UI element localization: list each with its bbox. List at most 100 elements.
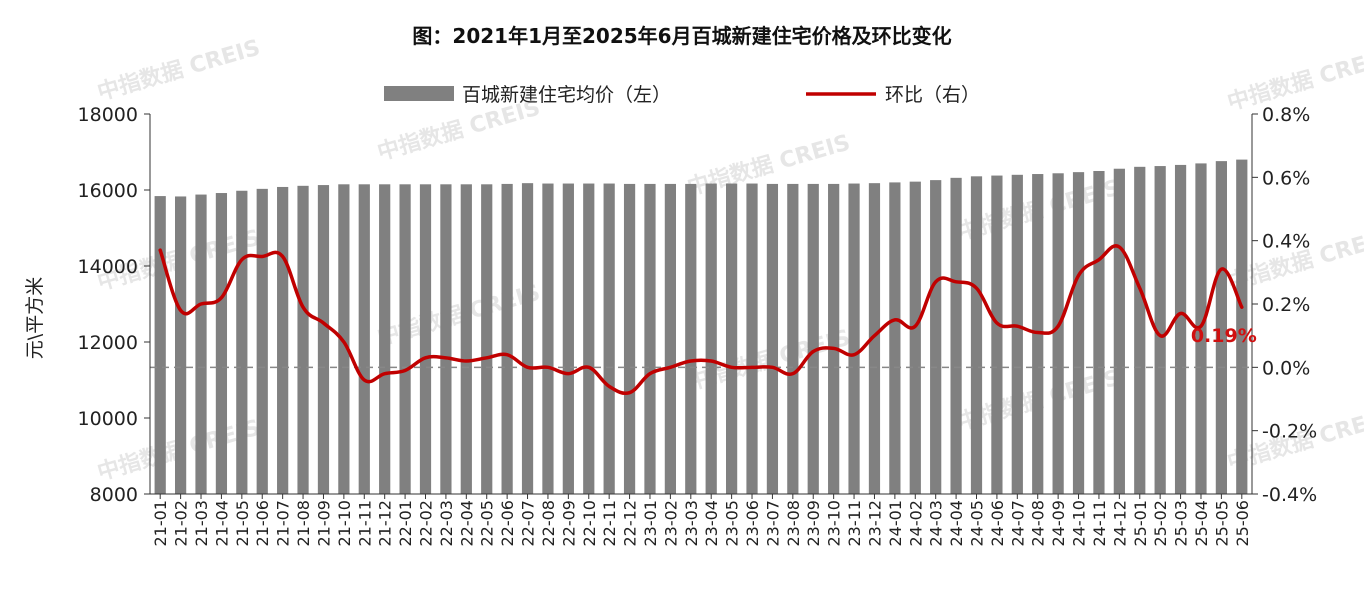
line-point-25-01 [1139, 287, 1141, 289]
bar-22-12 [623, 183, 636, 495]
legend-bar-swatch [384, 86, 454, 101]
bar-23-02 [664, 183, 676, 495]
line-point-22-10 [588, 367, 590, 369]
line-point-23-04 [710, 360, 712, 362]
line-point-24-10 [1078, 275, 1080, 277]
line-point-24-12 [1119, 246, 1121, 248]
line-point-24-07 [1017, 325, 1019, 327]
line-point-21-08 [302, 306, 304, 308]
last-value-annotation: 0.19% [1191, 325, 1257, 347]
y-tick-right-label: -0.4% [1262, 484, 1317, 506]
line-point-23-05 [731, 367, 733, 369]
line-point-23-08 [792, 373, 794, 375]
bar-22-06 [501, 183, 513, 495]
line-point-21-07 [282, 256, 284, 258]
bar-23-03 [685, 183, 697, 495]
x-tick-label-23-10: 23-10 [825, 500, 844, 547]
line-point-21-12 [384, 373, 386, 375]
line-point-22-11 [608, 386, 610, 388]
x-tick-label-22-06: 22-06 [498, 500, 517, 547]
bar-23-12 [868, 183, 881, 494]
y-axis-right-ticks: -0.4% -0.2% 0.0% 0.2% 0.4% 0.6% 0.8% [1252, 104, 1317, 506]
bar-22-08 [542, 183, 554, 495]
line-point-24-08 [1037, 332, 1039, 334]
bar-23-08 [787, 183, 799, 495]
line-point-24-02 [914, 325, 916, 327]
line-point-22-12 [629, 392, 631, 394]
x-tick-label-24-09: 24-09 [1049, 500, 1068, 547]
bar-24-09 [1052, 173, 1064, 494]
bar-23-11 [848, 183, 860, 495]
watermark: 中指数据 CREIS [94, 35, 262, 106]
x-tick-label-23-01: 23-01 [641, 500, 660, 547]
bar-21-04 [215, 193, 228, 495]
x-tick-label-22-04: 22-04 [457, 500, 476, 547]
line-point-24-06 [996, 322, 998, 324]
x-axis-ticks: 21-01 21-02 21-03 21-04 21-05 21-06 21-07 21-08… [151, 494, 1252, 547]
bar-25-04 [1195, 163, 1207, 494]
bar-23-06 [746, 183, 758, 495]
x-tick-label-22-10: 22-10 [580, 500, 599, 547]
bar-22-07 [521, 183, 534, 494]
x-tick-label-24-01: 24-01 [886, 500, 905, 547]
bar-21-12 [379, 184, 391, 495]
y-tick-left-label: 10000 [78, 408, 138, 430]
x-tick-label-24-08: 24-08 [1029, 500, 1048, 547]
line-point-23-07 [772, 367, 774, 369]
x-tick-label-25-04: 25-04 [1192, 500, 1211, 547]
line-point-25-02 [1159, 335, 1161, 337]
line-point-22-03 [445, 357, 447, 359]
x-tick-label-25-02: 25-02 [1151, 500, 1170, 547]
x-tick-label-24-02: 24-02 [906, 500, 925, 547]
x-tick-label-22-03: 22-03 [437, 500, 456, 547]
bar-21-03 [195, 194, 207, 494]
y-tick-left-label: 18000 [78, 104, 138, 126]
x-tick-label-22-12: 22-12 [621, 500, 640, 547]
line-point-24-03 [935, 281, 937, 283]
line-point-23-09 [812, 351, 814, 353]
bar-22-03 [440, 184, 452, 495]
x-tick-label-21-06: 21-06 [253, 500, 272, 547]
y-tick-left-label: 14000 [78, 256, 138, 278]
x-tick-label-22-01: 22-01 [396, 500, 415, 547]
x-tick-label-22-11: 22-11 [600, 500, 619, 547]
y-tick-right-label: -0.2% [1262, 421, 1317, 443]
y-axis-left-label: 元\平方米 [24, 277, 46, 359]
y-tick-right-label: 0.6% [1262, 167, 1310, 189]
x-tick-label-22-09: 22-09 [559, 500, 578, 547]
line-point-25-03 [1180, 313, 1182, 315]
x-tick-label-22-02: 22-02 [417, 500, 436, 547]
y-tick-right-label: 0.4% [1262, 231, 1310, 253]
line-path-mom [158, 244, 1244, 396]
x-tick-label-21-04: 21-04 [212, 500, 231, 547]
bar-24-05 [970, 176, 983, 494]
x-tick-label-23-12: 23-12 [865, 500, 884, 547]
bar-24-12 [1113, 168, 1125, 494]
line-point-24-05 [976, 287, 978, 289]
x-tick-label-21-09: 21-09 [314, 500, 333, 547]
x-tick-label-22-08: 22-08 [539, 500, 558, 547]
bar-21-01 [154, 196, 166, 494]
x-tick-label-21-07: 21-07 [274, 500, 293, 547]
line-point-24-01 [894, 319, 896, 321]
x-tick-label-21-05: 21-05 [233, 500, 252, 547]
x-tick-label-23-03: 23-03 [682, 500, 701, 547]
x-tick-label-22-07: 22-07 [519, 500, 538, 547]
x-tick-label-23-02: 23-02 [661, 500, 680, 547]
bar-22-10 [583, 183, 595, 495]
line-point-21-09 [323, 322, 325, 324]
x-tick-label-24-04: 24-04 [947, 500, 966, 547]
x-tick-label-25-06: 25-06 [1233, 500, 1252, 547]
line-point-24-04 [955, 281, 957, 283]
bar-25-02 [1154, 166, 1166, 494]
line-point-23-02 [670, 367, 672, 369]
x-tick-label-21-01: 21-01 [151, 500, 170, 547]
bar-25-01 [1134, 166, 1146, 494]
x-tick-label-21-03: 21-03 [192, 500, 211, 547]
line-point-22-02 [425, 357, 427, 359]
bar-series [154, 159, 1248, 495]
x-tick-label-22-05: 22-05 [478, 500, 497, 547]
bar-24-03 [930, 180, 942, 494]
line-point-21-06 [261, 256, 263, 258]
